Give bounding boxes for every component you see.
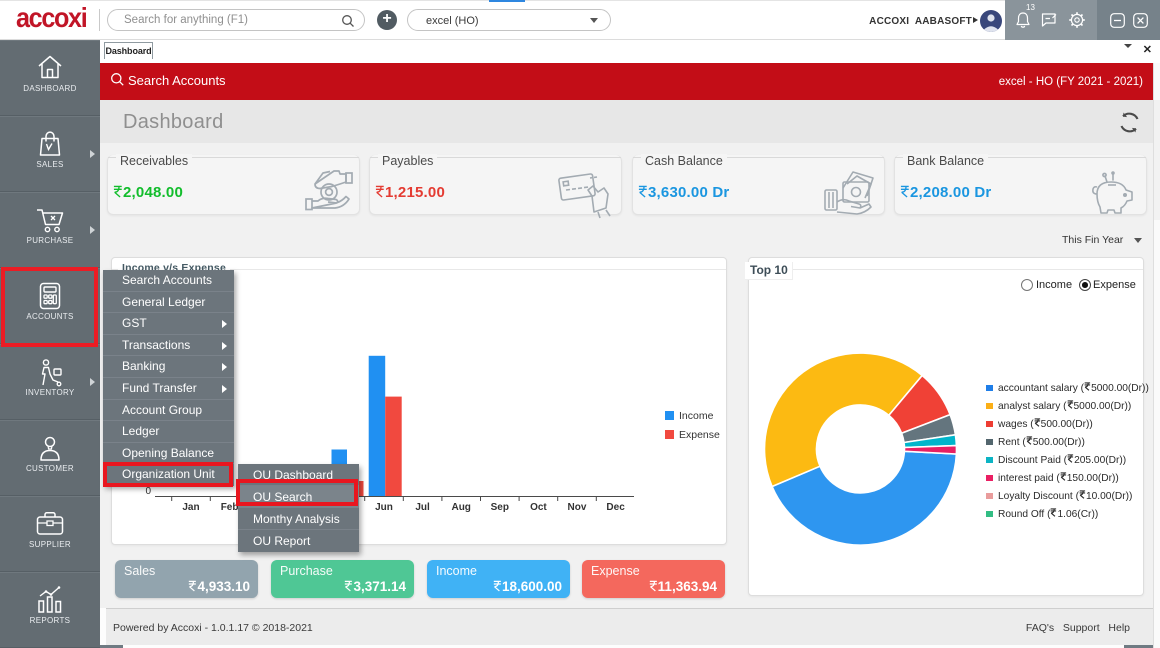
svg-text:Income: Income <box>679 410 714 422</box>
svg-text:Sep: Sep <box>491 502 509 513</box>
svg-text:Feb: Feb <box>221 502 239 513</box>
svg-text:Aug: Aug <box>451 502 470 513</box>
svg-text:0: 0 <box>145 486 151 497</box>
svg-text:Jul: Jul <box>415 502 430 513</box>
svg-text:Dec: Dec <box>606 502 625 513</box>
svg-text:Nov: Nov <box>568 502 587 513</box>
svg-text:Oct: Oct <box>530 502 547 513</box>
svg-text:Jun: Jun <box>375 502 393 513</box>
svg-text:Jan: Jan <box>182 502 199 513</box>
svg-text:Expense: Expense <box>679 429 720 441</box>
